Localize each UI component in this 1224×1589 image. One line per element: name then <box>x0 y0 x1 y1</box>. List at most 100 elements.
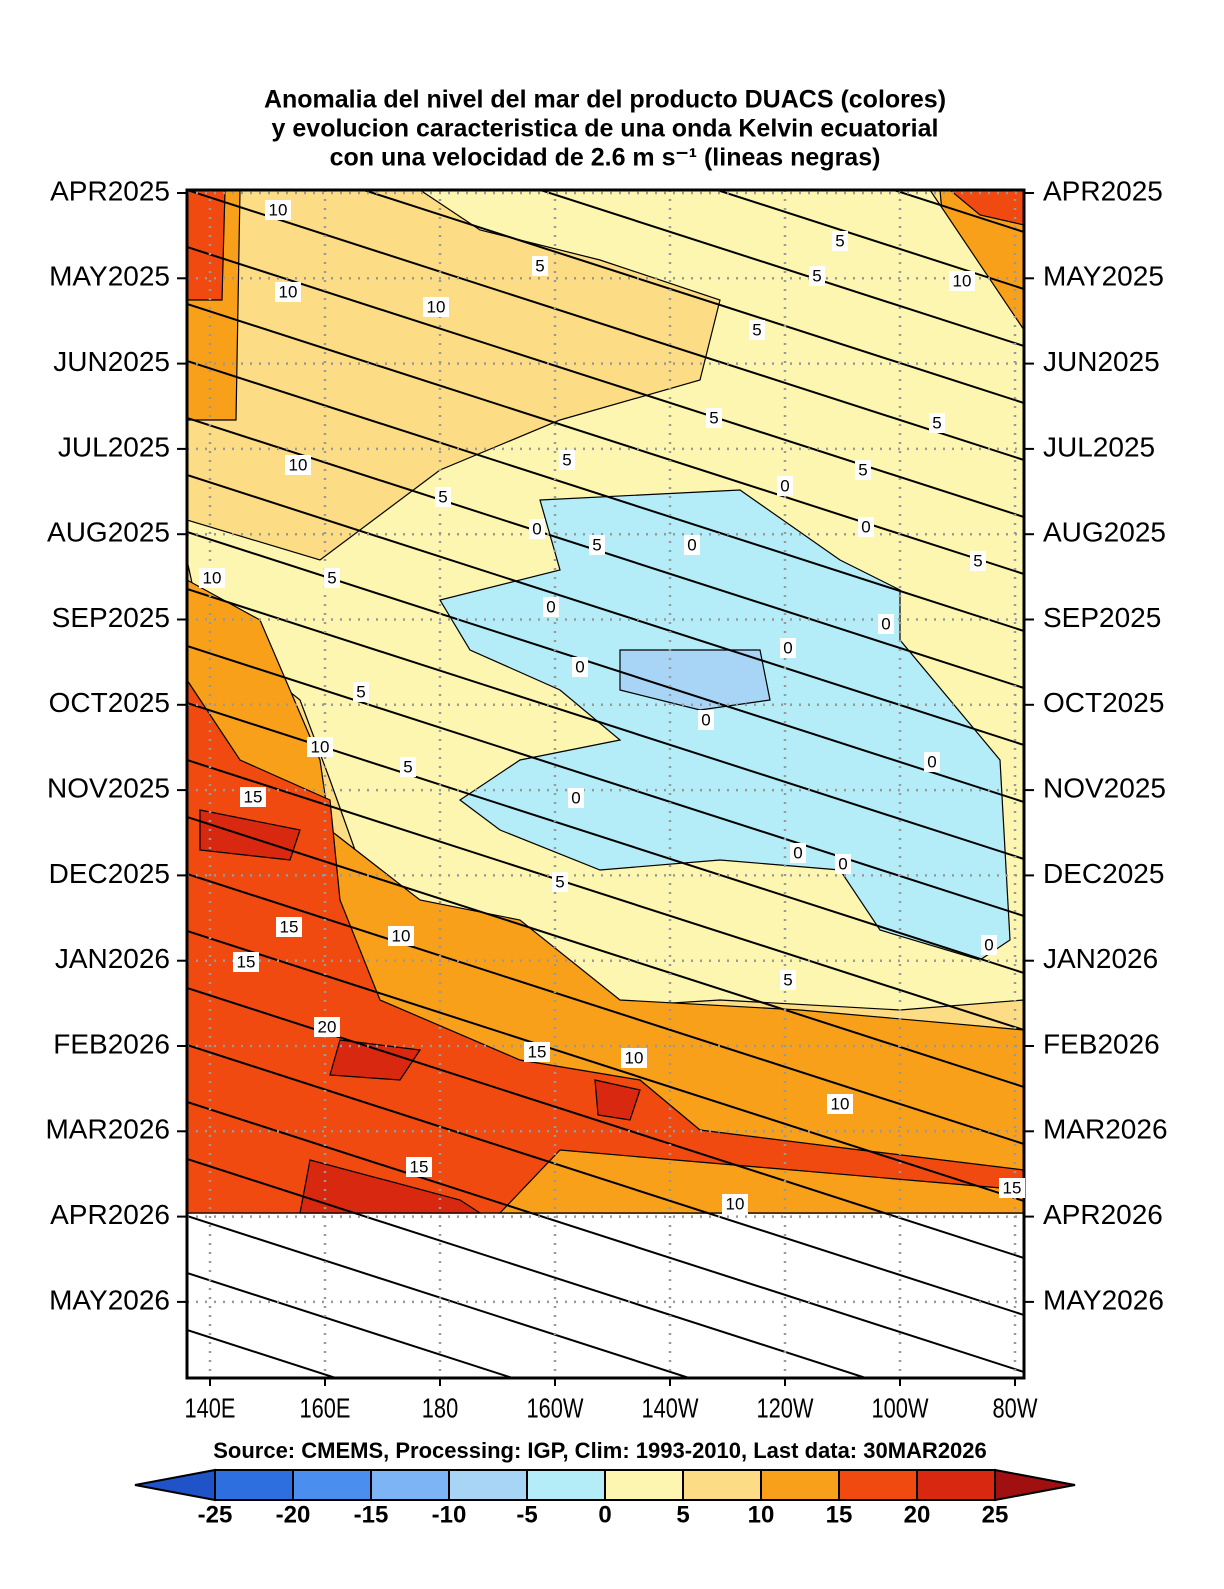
kelvin-line <box>187 1158 870 1378</box>
contour-label: 0 <box>793 843 802 862</box>
x-tick-label: 120W <box>756 1393 813 1424</box>
x-tick-label: 160W <box>526 1393 583 1424</box>
colorbar-label: 15 <box>826 1501 853 1528</box>
contour-label: 5 <box>356 682 365 701</box>
anomaly-region <box>199 809 301 861</box>
contour-label: 10 <box>279 282 298 301</box>
contour-label-bg <box>809 266 825 286</box>
colorbar-box <box>838 1469 918 1501</box>
anomaly-region <box>619 649 771 711</box>
kelvin-line <box>360 190 1024 404</box>
y-tick-label: FEB2026 <box>1043 1028 1160 1059</box>
x-tick-label: 100W <box>871 1393 928 1424</box>
y-tick-label: APR2025 <box>50 175 170 206</box>
y-tick-label: OCT2025 <box>1043 687 1164 718</box>
contour-label-bg <box>568 788 584 808</box>
contour-label: 0 <box>783 638 792 657</box>
contour-label: 0 <box>687 535 696 554</box>
y-tick-label: MAR2026 <box>45 1114 170 1145</box>
field <box>187 190 1024 1214</box>
anomaly-region <box>439 489 1011 961</box>
contour-label-bg <box>855 460 871 480</box>
colorbar-label: 0 <box>598 1501 611 1528</box>
contour-label-bg <box>199 568 225 588</box>
anomaly-region <box>329 1039 422 1081</box>
contour-label-bg <box>324 568 340 588</box>
y-tick-label: APR2025 <box>1043 175 1163 206</box>
contour-label: 0 <box>546 597 555 616</box>
y-tick-label: JUL2025 <box>1043 431 1155 462</box>
contour-label-bg <box>981 935 997 955</box>
kelvin-line <box>187 759 1024 1031</box>
contour-label: 15 <box>528 1042 547 1061</box>
contour-label: 10 <box>625 1048 644 1067</box>
chart-title: con una velocidad de 2.6 m s⁻¹ (lineas n… <box>330 144 881 172</box>
colorbar-label: 25 <box>982 1501 1009 1528</box>
contour-label-bg <box>621 1048 647 1068</box>
contour-label: 5 <box>709 408 718 427</box>
contour-label-bg <box>529 519 545 539</box>
contour-label-bg <box>423 297 449 317</box>
contour-label-bg <box>524 1042 550 1062</box>
y-tick-label: JUN2025 <box>1043 346 1160 377</box>
kelvin-line <box>187 360 1024 632</box>
contour-label-bg <box>698 710 714 730</box>
x-tick-label: 160E <box>300 1393 351 1424</box>
contour-label: 5 <box>562 450 571 469</box>
y-tick-label: JUN2025 <box>53 346 170 377</box>
contour-label-bg <box>285 455 311 475</box>
contour-label-bg <box>827 1094 853 1114</box>
contour-label: 5 <box>835 231 844 250</box>
contour-label-bg <box>878 614 894 634</box>
y-tick-label: SEP2025 <box>52 602 170 633</box>
contour-label-bg <box>684 535 700 555</box>
y-tick-label: SEP2025 <box>1043 602 1161 633</box>
contour-label-bg <box>572 657 588 677</box>
contour-label: 15 <box>410 1157 429 1176</box>
y-tick-label: NOV2025 <box>1043 772 1166 803</box>
kelvin-line <box>187 816 1024 1088</box>
contour-label: 0 <box>571 788 580 807</box>
contour-label: 0 <box>780 476 789 495</box>
contour-label-bg <box>780 638 796 658</box>
contour-label: 0 <box>881 614 890 633</box>
colorbar-box <box>916 1469 996 1501</box>
kelvin-line <box>187 588 1024 860</box>
y-tick-label: APR2026 <box>1043 1199 1163 1230</box>
kelvin-line <box>187 873 1024 1145</box>
contour-label: 0 <box>984 935 993 954</box>
x-tick-label: 140E <box>185 1393 236 1424</box>
contour-label: 5 <box>403 757 412 776</box>
contour-label-bg <box>858 517 874 537</box>
contour-label: 0 <box>532 519 541 538</box>
contour-label-bg <box>589 535 605 555</box>
contour-label: 15 <box>280 917 299 936</box>
y-tick-label: MAY2025 <box>49 261 170 292</box>
y-tick-label: MAY2025 <box>1043 261 1164 292</box>
contour-label: 10 <box>289 455 308 474</box>
y-tick-label: MAY2026 <box>49 1284 170 1315</box>
kelvin-line <box>187 246 1024 518</box>
contour-label-bg <box>722 1194 748 1214</box>
contour-label-bg <box>777 476 793 496</box>
anomaly-region <box>299 1159 483 1214</box>
contour-label: 10 <box>392 926 411 945</box>
y-tick-label: APR2026 <box>50 1199 170 1230</box>
contour-label: 0 <box>861 517 870 536</box>
contour-label: 10 <box>726 1194 745 1213</box>
colorbar-label: 5 <box>676 1501 689 1528</box>
contour-label-bg <box>749 320 765 340</box>
contour-label: 20 <box>318 1017 337 1036</box>
y-tick-label: NOV2025 <box>47 772 170 803</box>
kelvin-line <box>187 303 1024 575</box>
contour-label: 10 <box>203 568 222 587</box>
contour-label-bg <box>240 787 266 807</box>
contour-label: 10 <box>831 1094 850 1113</box>
contour-label: 5 <box>592 535 601 554</box>
x-tick-label: 80W <box>993 1393 1038 1424</box>
contour-label-bg <box>275 282 301 302</box>
anomaly-region <box>187 190 226 301</box>
kelvin-line <box>187 1329 340 1378</box>
y-tick-label: JAN2026 <box>55 943 170 974</box>
